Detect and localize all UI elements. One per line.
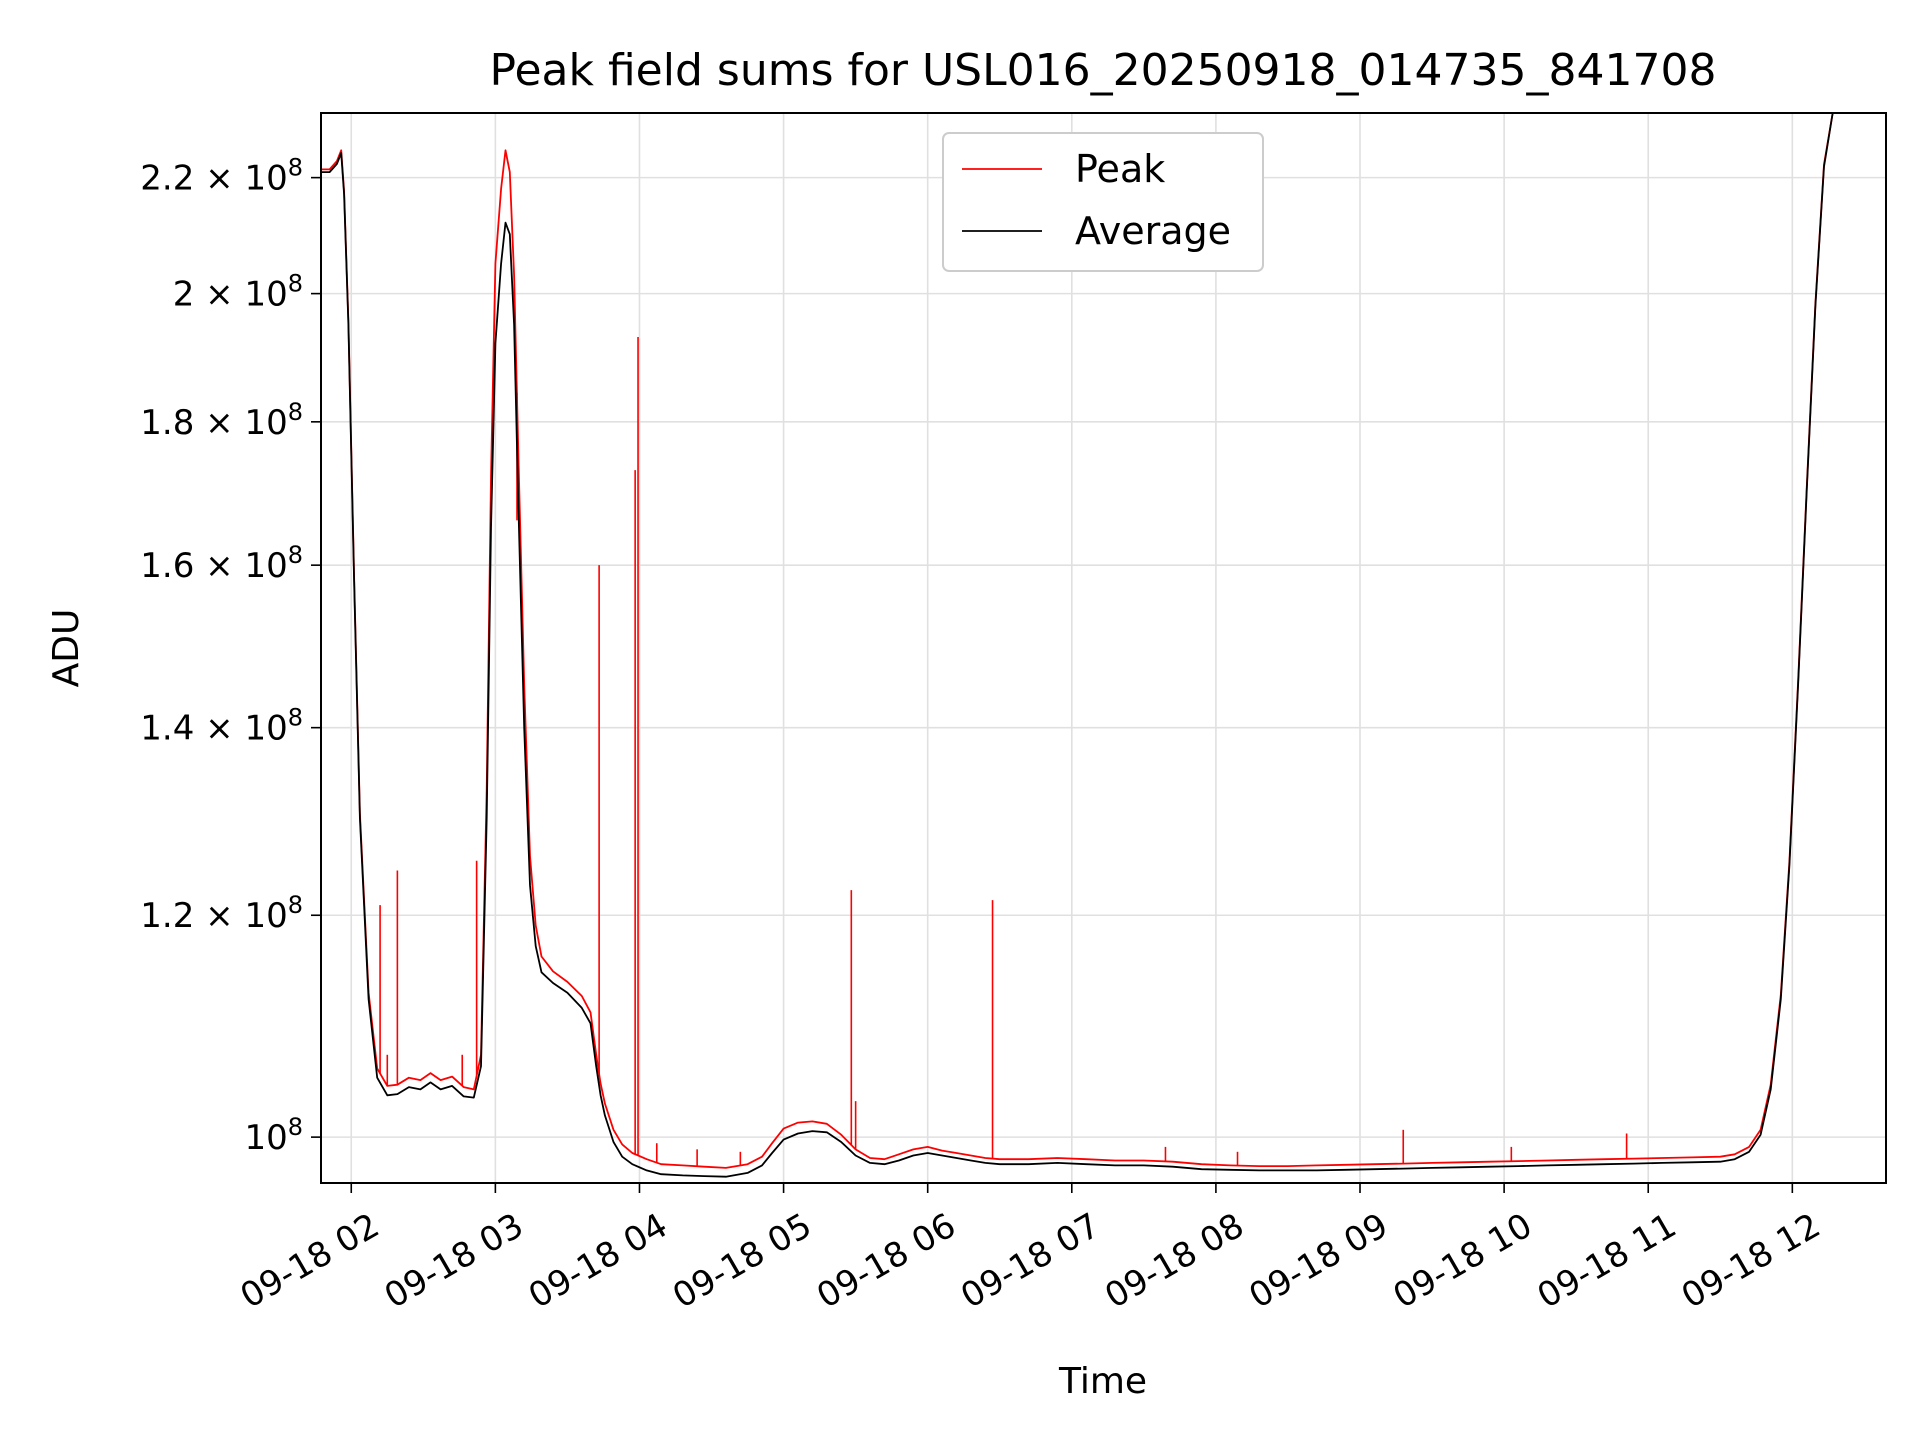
legend-label-average: Average	[1075, 209, 1231, 253]
y-tick-label: 2 × 108	[173, 270, 303, 315]
x-tick-label: 09-18 08	[1098, 1206, 1250, 1317]
series-average	[321, 113, 1834, 1178]
x-tick-label: 09-18 03	[378, 1206, 530, 1317]
gridlines	[321, 113, 1886, 1183]
x-tick-label: 09-18 11	[1531, 1206, 1683, 1317]
series-line-average	[321, 113, 1834, 1178]
legend-box	[942, 132, 1264, 272]
plot-frame	[320, 112, 1887, 1184]
y-tick-label: 1.2 × 108	[140, 891, 303, 936]
plot-area	[321, 113, 1834, 1178]
legend: Peak Average	[942, 132, 1264, 272]
x-tick-label: 09-18 04	[522, 1206, 674, 1317]
x-tick-label: 09-18 05	[666, 1206, 818, 1317]
y-tick-label: 2.2 × 108	[140, 154, 303, 199]
x-tick-label: 09-18 07	[954, 1206, 1106, 1317]
x-tick-label: 09-18 10	[1387, 1206, 1539, 1317]
x-tick-label: 09-18 02	[234, 1206, 386, 1317]
y-tick-label: 108	[244, 1113, 303, 1158]
y-tick-label: 1.8 × 108	[140, 398, 303, 443]
chart-title: Peak field sums for USL016_20250918_0147…	[490, 45, 1717, 96]
y-axis: 108 1.2 × 108 1.4 × 108 1.6 × 108 1.8 × 108 2…	[140, 154, 321, 1158]
x-tick-label: 09-18 06	[810, 1206, 962, 1317]
x-tick-label: 09-18 12	[1675, 1206, 1827, 1317]
x-axis-label: Time	[1058, 1361, 1147, 1402]
x-tick-label: 09-18 09	[1243, 1206, 1395, 1317]
y-tick-label: 1.4 × 108	[140, 704, 303, 749]
y-tick-label: 1.6 × 108	[140, 541, 303, 586]
y-axis-label: ADU	[46, 609, 87, 688]
legend-label-peak: Peak	[1075, 147, 1165, 191]
